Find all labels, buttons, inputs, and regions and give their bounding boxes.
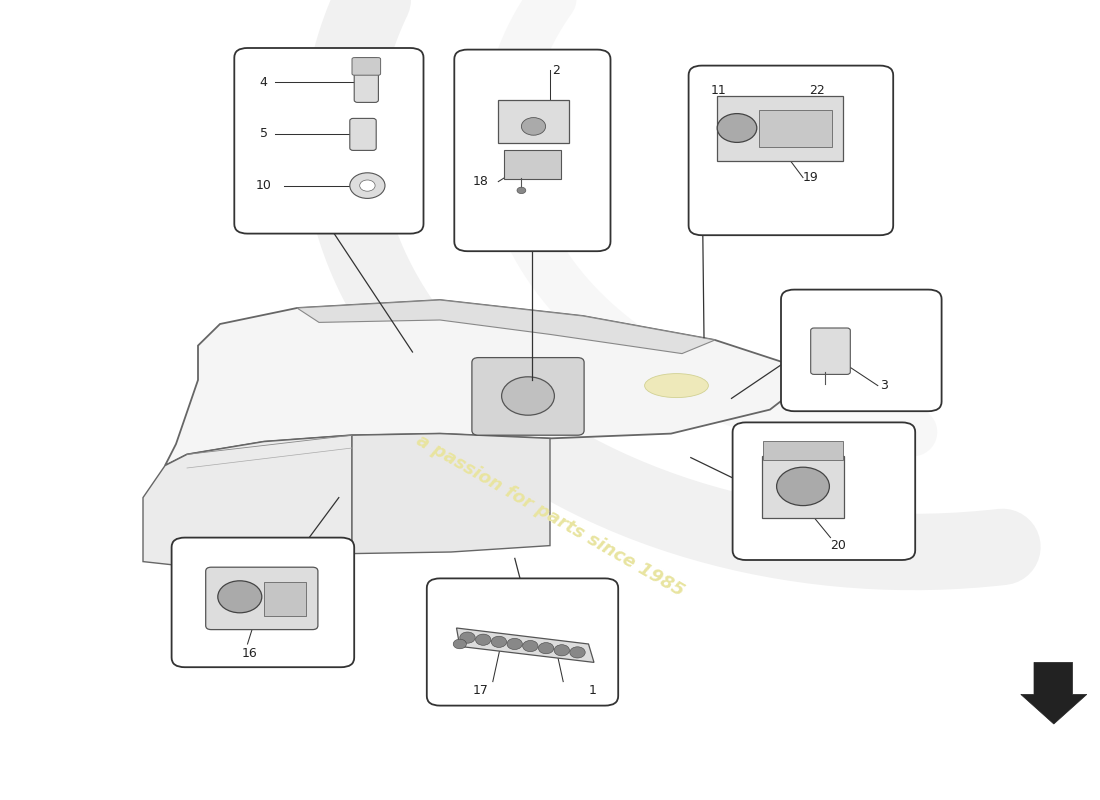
Polygon shape	[165, 300, 803, 466]
Polygon shape	[297, 300, 715, 354]
FancyBboxPatch shape	[264, 582, 306, 616]
FancyBboxPatch shape	[234, 48, 424, 234]
Circle shape	[507, 638, 522, 650]
Polygon shape	[143, 435, 352, 566]
Text: 17: 17	[473, 684, 488, 697]
Circle shape	[521, 118, 546, 135]
Text: 22: 22	[810, 84, 825, 97]
Text: 10: 10	[255, 179, 271, 192]
FancyBboxPatch shape	[206, 567, 318, 630]
FancyBboxPatch shape	[427, 578, 618, 706]
Polygon shape	[456, 628, 594, 662]
Text: 20: 20	[830, 539, 846, 552]
FancyBboxPatch shape	[717, 96, 843, 161]
Circle shape	[517, 187, 526, 194]
Text: 2: 2	[552, 64, 560, 77]
Text: 18: 18	[473, 175, 488, 188]
Circle shape	[777, 467, 829, 506]
Text: 3: 3	[880, 379, 888, 392]
FancyBboxPatch shape	[781, 290, 942, 411]
FancyBboxPatch shape	[504, 150, 561, 179]
Circle shape	[538, 642, 553, 654]
Circle shape	[570, 646, 585, 658]
Circle shape	[460, 632, 475, 643]
FancyBboxPatch shape	[762, 456, 844, 518]
Circle shape	[717, 114, 757, 142]
Text: 11: 11	[711, 84, 726, 97]
Text: a passion for parts since 1985: a passion for parts since 1985	[412, 432, 688, 600]
Circle shape	[360, 180, 375, 191]
FancyBboxPatch shape	[454, 50, 610, 251]
Text: 16: 16	[242, 647, 257, 660]
Text: 19: 19	[803, 171, 818, 184]
FancyBboxPatch shape	[350, 118, 376, 150]
FancyBboxPatch shape	[811, 328, 850, 374]
FancyBboxPatch shape	[759, 110, 832, 147]
FancyBboxPatch shape	[472, 358, 584, 435]
Circle shape	[350, 173, 385, 198]
Polygon shape	[352, 434, 550, 554]
Text: 1: 1	[588, 684, 596, 697]
FancyBboxPatch shape	[172, 538, 354, 667]
FancyBboxPatch shape	[689, 66, 893, 235]
FancyBboxPatch shape	[354, 58, 378, 102]
FancyBboxPatch shape	[733, 422, 915, 560]
FancyBboxPatch shape	[498, 100, 569, 143]
Circle shape	[502, 377, 554, 415]
Text: eluto: eluto	[228, 323, 542, 429]
Ellipse shape	[645, 374, 708, 398]
Polygon shape	[1021, 662, 1087, 724]
Circle shape	[218, 581, 262, 613]
Circle shape	[453, 639, 466, 649]
Text: 5: 5	[260, 127, 267, 140]
Circle shape	[522, 641, 538, 652]
FancyBboxPatch shape	[763, 441, 843, 460]
Text: 4: 4	[260, 76, 267, 89]
Circle shape	[492, 636, 507, 647]
Circle shape	[475, 634, 491, 646]
FancyBboxPatch shape	[352, 58, 381, 75]
Circle shape	[554, 645, 570, 656]
